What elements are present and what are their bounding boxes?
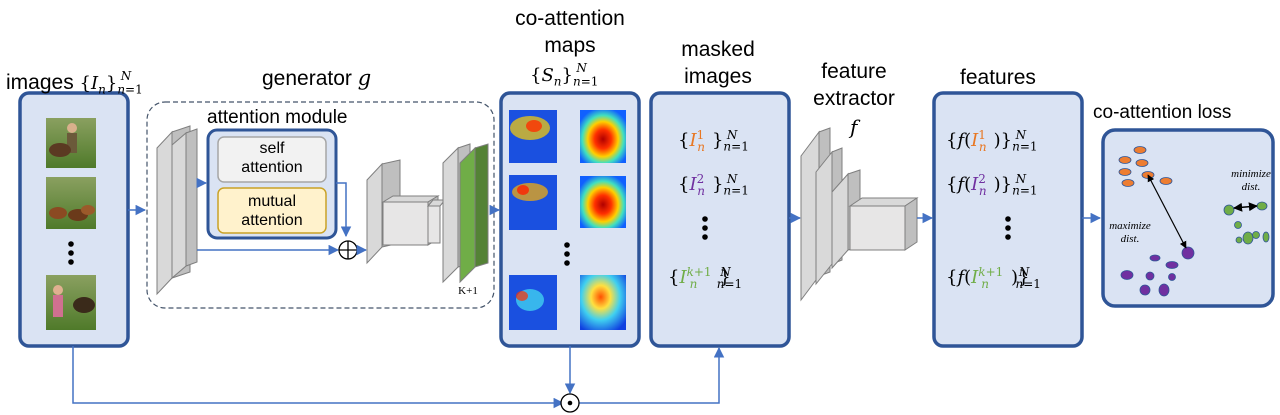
green-cluster (1223, 201, 1270, 245)
feature-extractor-label: feature extractor (813, 60, 895, 110)
mutual-attention-label: mutual attention (241, 193, 303, 229)
vertical-ellipsis (1005, 216, 1011, 240)
maximize-dist-label: maximize dist. (1109, 220, 1151, 245)
co-attention-loss-label: co-attention loss (1093, 102, 1232, 123)
vertical-ellipsis (702, 216, 708, 240)
self-attention-box (217, 136, 327, 183)
co-attention-maps-label: co-attention maps (515, 7, 625, 57)
vertical-ellipsis (68, 241, 74, 265)
feature-extractor-layers (800, 127, 919, 302)
encoder-layers (156, 125, 198, 296)
maps-set-math: {Sn}n=1N (530, 61, 599, 89)
features-label: features (960, 66, 1036, 89)
circle-dot-icon (560, 393, 580, 413)
masked-1-math: {I1n}n=1N (678, 128, 749, 154)
minimize-dist-label: minimize dist. (1231, 168, 1271, 193)
attention-module-label: attention module (207, 107, 348, 128)
masked-k1-math: {Ik+1n}n=1N (668, 265, 743, 291)
decoder-layers (366, 143, 489, 284)
feat-k1-math: {f(Ik+1n)}n=1N (946, 265, 1041, 291)
masked-images-box (649, 91, 791, 348)
circle-plus-icon (338, 240, 358, 260)
masked-images-label: masked images (681, 38, 755, 88)
feat-2-math: {f(I2n)}n=1N (946, 172, 1038, 198)
purple-cluster (1120, 246, 1195, 297)
photo-thumbnails (46, 118, 96, 330)
feat-1-math: {f(I1n)}n=1N (946, 128, 1038, 154)
generator-label: generator g (262, 66, 372, 90)
k-plus-1-label: K+1 (458, 285, 478, 297)
images-label: images {In}n=1N (6, 69, 143, 97)
vertical-ellipsis (564, 242, 570, 266)
feature-extractor-sym: f (850, 115, 858, 139)
masked-2-math: {I2n}n=1N (678, 172, 749, 198)
self-attention-label: self attention (241, 140, 303, 176)
heatmap-thumbnails (509, 110, 626, 330)
mutual-attention-box (217, 187, 327, 234)
